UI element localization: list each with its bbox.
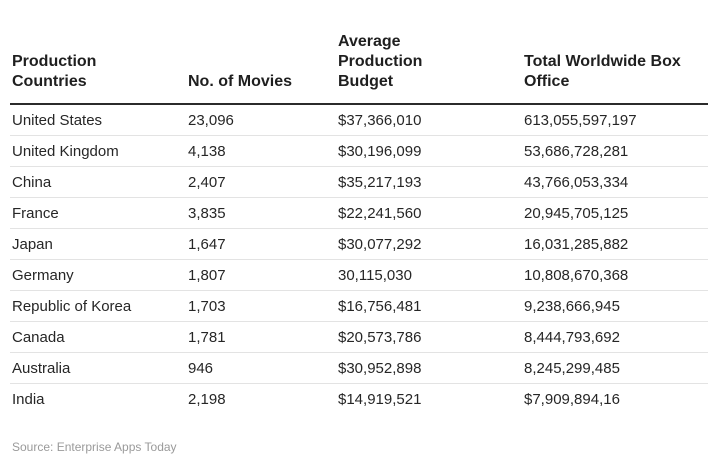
box-office-cell: 613,055,597,197 bbox=[522, 104, 708, 136]
movies-count-cell: 1,703 bbox=[186, 290, 336, 322]
country-cell: Republic of Korea bbox=[10, 290, 186, 322]
box-office-cell: $7,909,894,16 bbox=[524, 390, 620, 408]
country-cell: United States bbox=[10, 104, 186, 136]
country-cell: Japan bbox=[10, 228, 186, 260]
header-production-countries: Production Countries bbox=[10, 32, 186, 105]
movies-count-cell: 1,781 bbox=[186, 321, 336, 353]
table-row: Germany 1,807 30,115,030 10,808,670,368 bbox=[10, 259, 708, 291]
country-cell: Canada bbox=[10, 321, 186, 353]
box-office-table: Production Countries No. of Movies Averag… bbox=[10, 32, 708, 414]
average-budget-cell: $22,241,560 bbox=[336, 197, 522, 229]
table-row: France 3,835 $22,241,560 20,945,705,125 bbox=[10, 197, 708, 229]
movies-count-cell: 2,407 bbox=[186, 166, 336, 198]
average-budget-cell: $35,217,193 bbox=[336, 166, 522, 198]
movies-count-cell: 2,198 bbox=[188, 390, 226, 408]
movies-count-cell: 3,835 bbox=[186, 197, 336, 229]
table-row: United States 23,096 $37,366,010 613,055,59… bbox=[10, 104, 708, 136]
average-budget-cell: 30,115,030 bbox=[336, 259, 522, 291]
average-budget-cell: $16,756,481 bbox=[336, 290, 522, 322]
average-budget-cell: $30,196,099 bbox=[336, 135, 522, 167]
movies-count-cell: 1,647 bbox=[186, 228, 336, 260]
table-body: United States 23,096 $37,366,010 613,055,59… bbox=[10, 104, 708, 414]
table-row: Republic of Korea 1,703 $16,756,481 9,238,6… bbox=[10, 290, 708, 322]
country-cell: France bbox=[10, 197, 186, 229]
box-office-cell: 20,945,705,125 bbox=[522, 197, 708, 229]
header-total-worldwide-box-office: Total Worldwide Box Office bbox=[522, 32, 708, 105]
average-budget-cell: $30,077,292 bbox=[336, 228, 522, 260]
header-row: Production Countries No. of Movies Averag… bbox=[10, 32, 708, 105]
box-office-cell: 8,245,299,485 bbox=[522, 352, 708, 384]
movies-count-cell: 1,807 bbox=[186, 259, 336, 291]
table-row: Japan 1,647 $30,077,292 16,031,285,882 bbox=[10, 228, 708, 260]
movies-count-cell: 23,096 bbox=[186, 104, 336, 136]
average-budget-cell: $14,919,521 bbox=[338, 390, 422, 408]
average-budget-cell: $20,573,786 bbox=[336, 321, 522, 353]
average-budget-cell: $30,952,898 bbox=[336, 352, 522, 384]
box-office-cell: 16,031,285,882 bbox=[522, 228, 708, 260]
country-cell: India bbox=[12, 390, 45, 408]
box-office-cell: 43,766,053,334 bbox=[522, 166, 708, 198]
average-budget-cell: $37,366,010 bbox=[336, 104, 522, 136]
table-row: India 2,198 $14,919,521 $7,909,894,16 bbox=[10, 384, 708, 415]
table-header: Production Countries No. of Movies Averag… bbox=[10, 32, 708, 105]
table-row: United Kingdom 4,138 $30,196,099 53,686,728… bbox=[10, 135, 708, 167]
header-no-of-movies: No. of Movies bbox=[186, 32, 336, 105]
data-table-container: Production Countries No. of Movies Averag… bbox=[10, 32, 708, 414]
box-office-cell: 8,444,793,692 bbox=[522, 321, 708, 353]
table-row: Canada 1,781 $20,573,786 8,444,793,692 bbox=[10, 321, 708, 353]
country-cell: United Kingdom bbox=[10, 135, 186, 167]
country-cell: Germany bbox=[10, 259, 186, 291]
table-row: China 2,407 $35,217,193 43,766,053,334 bbox=[10, 166, 708, 198]
header-average-production-budget: Average Production Budget bbox=[336, 32, 522, 105]
table-row: Australia 946 $30,952,898 8,245,299,485 bbox=[10, 352, 708, 384]
movies-count-cell: 946 bbox=[186, 352, 336, 384]
country-cell: China bbox=[10, 166, 186, 198]
box-office-cell: 9,238,666,945 bbox=[522, 290, 708, 322]
box-office-cell: 53,686,728,281 bbox=[522, 135, 708, 167]
box-office-cell: 10,808,670,368 bbox=[522, 259, 708, 291]
source-note: Source: Enterprise Apps Today bbox=[12, 440, 177, 454]
movies-count-cell: 4,138 bbox=[186, 135, 336, 167]
country-cell: Australia bbox=[10, 352, 186, 384]
